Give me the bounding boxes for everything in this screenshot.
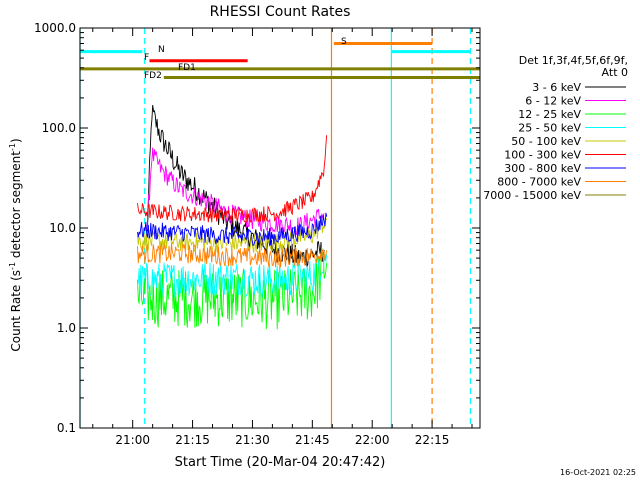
legend-entry-label: 100 - 300 keV xyxy=(504,149,581,162)
x-tick-label: 22:00 xyxy=(355,433,390,447)
legend-entry-label: 6 - 12 keV xyxy=(525,95,581,108)
legend-entry-label: 50 - 100 keV xyxy=(511,135,581,148)
chart-title: RHESSI Count Rates xyxy=(210,4,351,20)
series-line xyxy=(137,135,328,223)
y-axis-label-end: ) xyxy=(9,138,23,143)
x-axis-label: Start Time (20-Mar-04 20:47:42) xyxy=(175,455,386,470)
legend-entry-label: 300 - 800 keV xyxy=(504,162,581,175)
flag-label-fd1: FD1 xyxy=(178,63,196,73)
series-line xyxy=(146,104,325,268)
y-tick-label: 100.0 xyxy=(42,121,76,135)
y-axis-label-exp2: -1 xyxy=(8,143,17,151)
legend-header: Att 0 xyxy=(602,66,628,79)
series-line xyxy=(137,212,328,246)
plot-area: NF FD1 FD2 S xyxy=(79,28,480,428)
x-tick-label: 22:15 xyxy=(415,433,450,447)
legend-entry-label: 12 - 25 keV xyxy=(518,108,581,121)
y-axis-label: Count Rate (s-1 detector segment-1) xyxy=(8,138,23,351)
x-tick-label: 21:00 xyxy=(115,433,150,447)
y-axis-label-main: Count Rate (s xyxy=(9,270,23,352)
y-axis-label-exp1: -1 xyxy=(8,262,17,270)
series-line xyxy=(137,253,328,299)
flag-label-f: F xyxy=(144,53,149,63)
axes: 1000.0 100.0 10.0 1.0 0.1 21:00 21:15 21:30 21:4… xyxy=(34,21,481,447)
legend-entry-label: 25 - 50 keV xyxy=(518,122,581,135)
y-tick-label: 1.0 xyxy=(57,321,76,335)
x-tick-label: 21:15 xyxy=(175,433,210,447)
flag-label-n: N xyxy=(158,45,165,55)
x-tick-label: 21:45 xyxy=(295,433,330,447)
legend-entry-label: 800 - 7000 keV xyxy=(497,176,581,189)
series-line xyxy=(137,243,328,268)
x-tick-label: 21:30 xyxy=(235,433,270,447)
y-tick-label: 1000.0 xyxy=(34,21,76,35)
legend-entry-label: 3 - 6 keV xyxy=(532,81,581,94)
flag-label-fd2: FD2 xyxy=(144,71,162,81)
y-tick-label: 0.1 xyxy=(57,421,76,435)
legend-header: Det 1f,3f,4f,5f,6f,9f, xyxy=(519,54,628,67)
flag-label-s: S xyxy=(341,37,347,47)
legend-entry-label: 7000 - 15000 keV xyxy=(483,189,581,202)
footer-timestamp: 16-Oct-2021 02:25 xyxy=(560,468,636,477)
y-tick-label: 10.0 xyxy=(49,221,76,235)
y-axis-label-mid: detector segment xyxy=(9,151,23,262)
